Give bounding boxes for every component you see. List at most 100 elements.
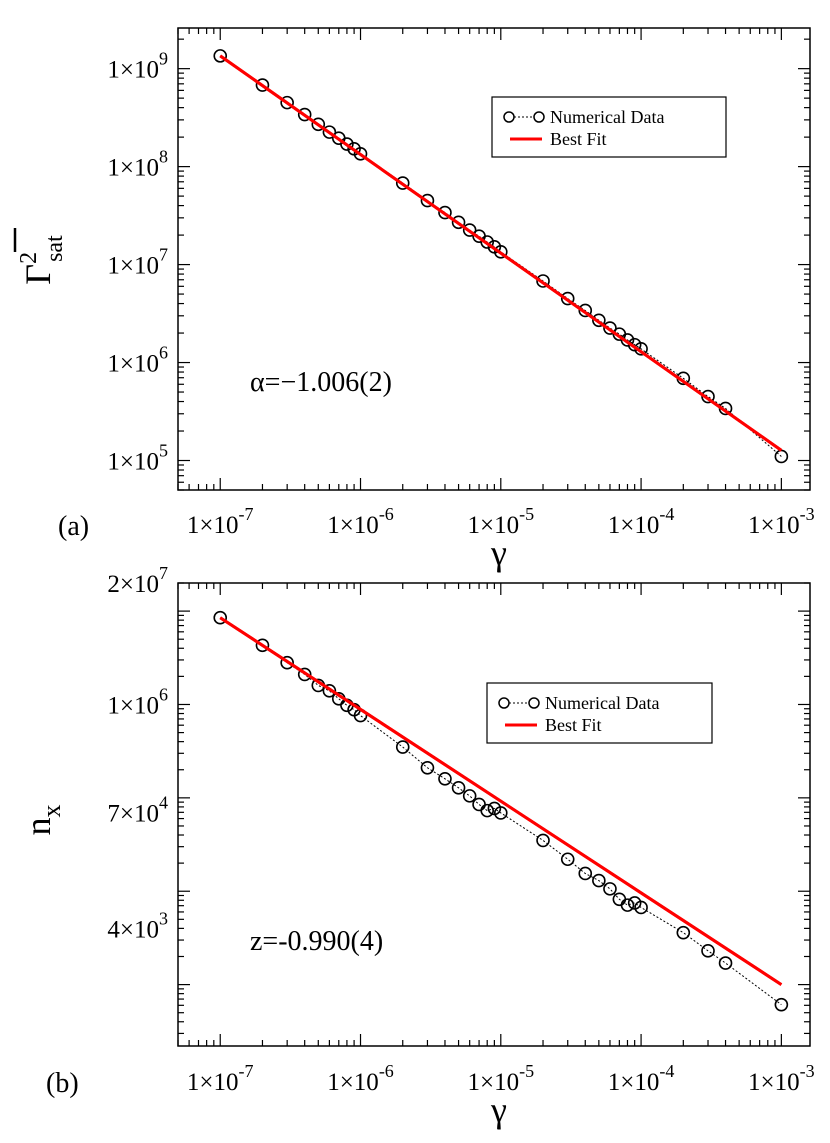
data-point — [480, 235, 495, 249]
data-point — [451, 781, 466, 795]
legend-label-numerical: Numerical Data — [550, 107, 664, 127]
data-point — [560, 291, 575, 306]
data-point — [438, 205, 452, 220]
panel-b: 1×10-7 1×10-6 1×10-5 1×10-4 1×10-34×1037×104… — [18, 563, 815, 1130]
data-point — [718, 956, 733, 970]
y-tick-mantissa: 4×10 — [107, 916, 159, 943]
data-point — [536, 274, 550, 288]
y-axis-label: Γ2sat — [16, 235, 68, 285]
data-point — [340, 137, 354, 151]
x-tick-exponent: -3 — [800, 504, 815, 524]
y-axis-label: nx — [18, 805, 66, 836]
data-point — [536, 833, 550, 848]
legend-box — [486, 682, 713, 744]
x-tick-exponent: -4 — [659, 1061, 674, 1081]
data-point — [603, 882, 617, 896]
x-tick-label: 1×10-4 — [608, 504, 675, 539]
x-tick-mantissa: 1×10 — [748, 512, 800, 539]
data-point — [634, 900, 648, 915]
x-tick-exponent: -6 — [379, 1061, 394, 1081]
data-point — [560, 852, 575, 867]
y-tick-exponent: 6 — [159, 684, 168, 704]
x-tick-exponent: -7 — [239, 1061, 254, 1081]
y-tick-exponent: 5 — [159, 441, 168, 461]
data-point — [322, 125, 337, 139]
y-tick-exponent: 3 — [159, 908, 168, 928]
data-point — [676, 925, 691, 940]
data-point — [774, 997, 789, 1012]
data-point — [578, 303, 593, 318]
data-point — [322, 684, 337, 698]
y-tick-label: 1×106 — [107, 343, 168, 378]
y-tick-exponent: 7 — [159, 245, 168, 265]
x-tick-exponent: -5 — [519, 1061, 534, 1081]
x-tick-label: 1×10-3 — [748, 504, 815, 539]
y-tick-exponent: 7 — [159, 563, 168, 583]
x-tick-mantissa: 1×10 — [187, 512, 239, 539]
x-tick-exponent: -6 — [379, 504, 394, 524]
data-point — [493, 806, 508, 820]
x-tick-mantissa: 1×10 — [608, 1069, 660, 1096]
y-tick-label: 1×109 — [107, 49, 168, 84]
data-point — [701, 944, 715, 958]
x-tick-mantissa: 1×10 — [327, 512, 379, 539]
data-point — [255, 638, 270, 653]
x-tick-label: 1×10-7 — [187, 1061, 254, 1096]
fit-exponent-annotation: z=-0.990(4) — [250, 926, 383, 957]
data-point — [395, 740, 410, 754]
panel-a: 1×10-7 1×10-6 1×10-5 1×10-4 1×10-31×1051×106… — [13, 27, 815, 573]
data-point — [280, 655, 294, 670]
x-tick-mantissa: 1×10 — [187, 1069, 239, 1096]
data-point — [774, 449, 789, 464]
y-tick-label: 4×103 — [107, 908, 168, 943]
x-tick-label: 1×10-5 — [467, 1061, 534, 1096]
y-tick-exponent: 9 — [159, 49, 168, 69]
data-point — [438, 771, 452, 786]
x-tick-label: 1×10-6 — [327, 1061, 394, 1096]
x-tick-mantissa: 1×10 — [608, 512, 660, 539]
x-tick-label: 1×10-4 — [608, 1061, 675, 1096]
y-tick-exponent: 8 — [159, 147, 168, 167]
data-point — [701, 389, 715, 404]
data-point — [213, 49, 228, 63]
y-axis-label-sub: sat — [42, 235, 68, 262]
legend-label-fit: Best Fit — [550, 129, 607, 149]
data-point — [255, 78, 270, 92]
best-fit-line-overlay — [219, 54, 783, 452]
data-point — [213, 610, 228, 625]
y-tick-exponent: 6 — [159, 343, 168, 363]
data-point — [480, 803, 495, 818]
y-tick-mantissa: 1×10 — [107, 155, 159, 182]
y-tick-mantissa: 1×10 — [107, 449, 159, 476]
x-axis-label: γ — [490, 533, 507, 573]
x-tick-label: 1×10-3 — [748, 1061, 815, 1096]
data-point — [420, 760, 435, 775]
x-tick-label: 1×10-5 — [467, 504, 534, 539]
x-tick-mantissa: 1×10 — [748, 1069, 800, 1096]
y-axis-label-sup: 2 — [16, 252, 42, 264]
data-point — [578, 866, 593, 881]
y-tick-mantissa: 1×10 — [107, 692, 159, 719]
y-tick-mantissa: 7×10 — [107, 800, 159, 827]
x-axis-label: γ — [490, 1090, 507, 1130]
y-tick-mantissa: 1×10 — [107, 253, 159, 280]
data-point — [493, 245, 508, 259]
data-point — [462, 789, 477, 803]
x-tick-exponent: -4 — [659, 504, 674, 524]
y-tick-mantissa: 1×10 — [107, 57, 159, 84]
y-tick-label: 2×107 — [107, 563, 168, 598]
y-tick-label: 1×107 — [107, 245, 168, 280]
legend-label-numerical: Numerical Data — [545, 693, 659, 713]
data-point — [420, 193, 435, 208]
y-tick-label: 1×108 — [107, 147, 168, 182]
data-point — [592, 313, 606, 328]
data-point — [395, 176, 410, 190]
y-tick-label: 7×104 — [107, 792, 168, 827]
best-fit-line-overlay — [219, 616, 783, 986]
panel-label: (a) — [58, 511, 89, 542]
x-tick-mantissa: 1×10 — [327, 1069, 379, 1096]
x-tick-exponent: -5 — [519, 504, 534, 524]
y-axis-label-main: Γ — [18, 264, 58, 285]
